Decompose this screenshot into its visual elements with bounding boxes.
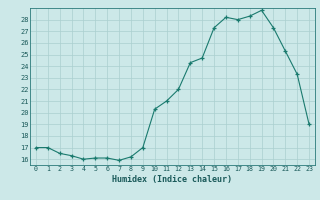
X-axis label: Humidex (Indice chaleur): Humidex (Indice chaleur) [113, 175, 233, 184]
